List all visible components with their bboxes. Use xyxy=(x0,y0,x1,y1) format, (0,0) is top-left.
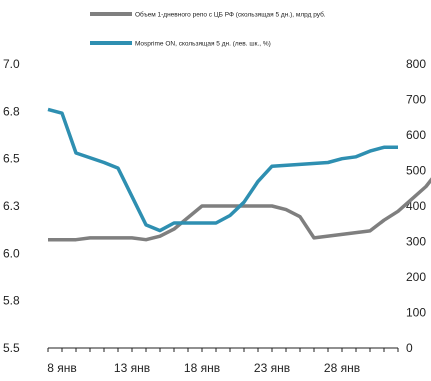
x-tick-label: 28 янв xyxy=(324,361,360,375)
left-tick-label: 7.0 xyxy=(3,57,20,71)
right-tick-label: 200 xyxy=(406,270,426,284)
series-line-repo xyxy=(48,177,431,242)
left-tick-label: 6.8 xyxy=(3,104,20,118)
x-tick-label: 23 янв xyxy=(254,361,290,375)
left-tick-label: 6.5 xyxy=(3,152,20,166)
right-tick-label: 300 xyxy=(406,235,426,249)
right-axis-ticks: 0 100 200 300 400 500 600 700 800 xyxy=(406,57,426,355)
series-layer xyxy=(47,107,431,242)
series-line-mosprime xyxy=(47,107,398,233)
legend: Объем 1-дневного репо с ЦБ РФ (скользяща… xyxy=(90,11,326,48)
x-tick-label: 8 янв xyxy=(47,361,77,375)
x-tick-label: 18 янв xyxy=(184,361,220,375)
right-tick-label: 700 xyxy=(406,93,426,107)
x-tick-label: 13 янв xyxy=(114,361,150,375)
left-tick-label: 6.0 xyxy=(3,246,20,260)
legend-label-mosprime: Mosprime ON, скользящая 5 дн. (лев. шк.,… xyxy=(135,41,271,48)
right-tick-label: 0 xyxy=(406,341,413,355)
right-tick-label: 100 xyxy=(406,306,426,320)
right-tick-label: 800 xyxy=(406,57,426,71)
x-axis: 8 янв 13 янв 18 янв 23 янв 28 янв xyxy=(47,347,399,375)
left-tick-label: 5.5 xyxy=(3,341,20,355)
right-tick-label: 400 xyxy=(406,199,426,213)
right-tick-label: 500 xyxy=(406,164,426,178)
left-axis-ticks: 5.5 5.8 6.0 6.3 6.5 6.8 7.0 xyxy=(3,57,20,355)
right-tick-label: 600 xyxy=(406,128,426,142)
left-tick-label: 5.8 xyxy=(3,294,20,308)
left-tick-label: 6.3 xyxy=(3,199,20,213)
legend-label-repo: Объем 1-дневного репо с ЦБ РФ (скользяща… xyxy=(135,11,326,19)
